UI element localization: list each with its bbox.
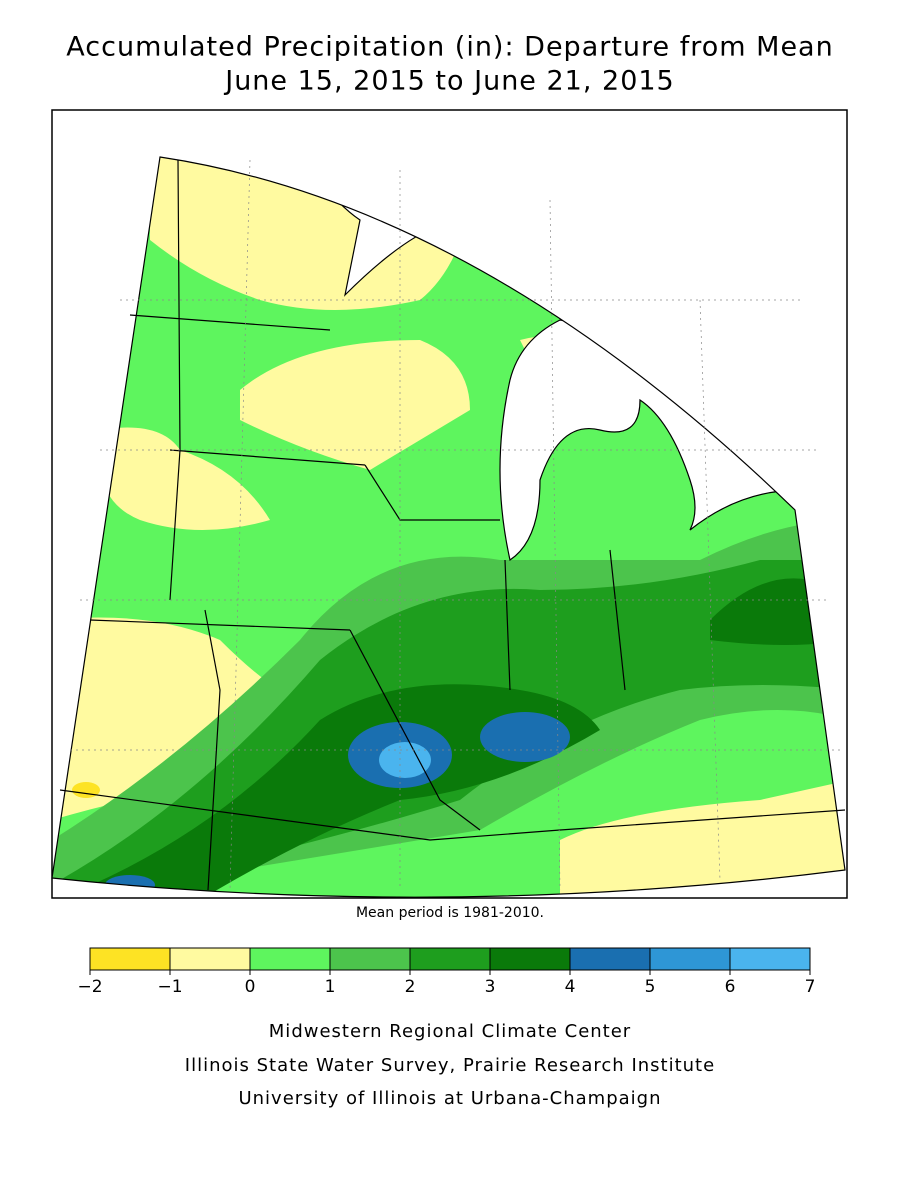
legend-tick-label: −2: [77, 977, 102, 997]
legend-tick-label: 2: [405, 977, 416, 997]
legend-swatch: [489, 947, 571, 971]
legend-swatch: [649, 947, 731, 971]
note: Mean period is 1981-2010.: [356, 905, 544, 921]
legend-tick-label: 7: [805, 977, 816, 997]
legend-tick-label: 4: [565, 977, 576, 997]
legend-swatch: [729, 947, 811, 971]
map-area: [51, 156, 846, 898]
legend-tick-label: 0: [245, 977, 256, 997]
legend-swatch: [569, 947, 651, 971]
subtitle: June 15, 2015 to June 21, 2015: [223, 66, 675, 97]
legend-swatch: [329, 947, 411, 971]
legend-swatch: [169, 947, 251, 971]
credit: University of Illinois at Urbana-Champai…: [238, 1088, 661, 1109]
legend-swatch: [89, 947, 171, 971]
title: Accumulated Precipitation (in): Departur…: [66, 32, 833, 63]
legend: −2 −1 0 1 2 3 4 5 6 7: [77, 947, 816, 997]
legend-swatch: [409, 947, 491, 971]
legend-swatch: [249, 947, 331, 971]
legend-tick-label: 5: [645, 977, 656, 997]
credit: Midwestern Regional Climate Center: [269, 1021, 631, 1042]
legend-tick-label: 6: [725, 977, 736, 997]
credit: Illinois State Water Survey, Prairie Res…: [185, 1055, 715, 1076]
legend-tick-label: 1: [325, 977, 336, 997]
legend-tick-label: 3: [485, 977, 496, 997]
legend-tick-label: −1: [157, 977, 182, 997]
